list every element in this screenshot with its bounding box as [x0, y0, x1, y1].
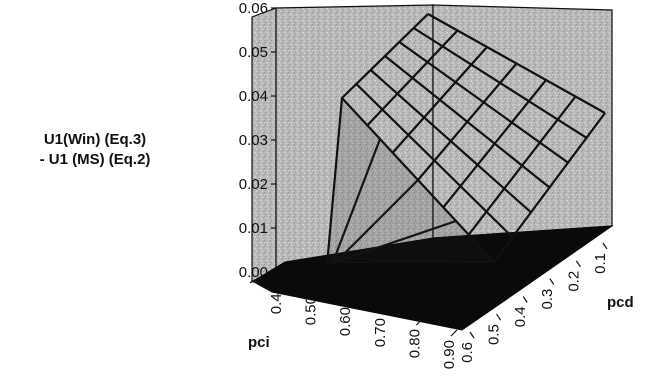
z-tick-label: 0.05 — [239, 44, 268, 61]
x-tick-label: 0.80 — [406, 329, 423, 358]
y-tick-label: 0.5 — [486, 324, 503, 345]
x-tick-label: 0.60 — [337, 307, 354, 336]
surface-strip — [338, 179, 419, 260]
y-tick-label: 0.6 — [459, 342, 476, 363]
z-tick-label: 0.06 — [239, 0, 268, 17]
plot-floor — [249, 225, 614, 331]
x-tick-label: 0.90 — [441, 340, 458, 369]
floor-surface — [249, 225, 614, 331]
y-tick-mark — [549, 278, 555, 285]
y-tick-mark — [469, 331, 475, 339]
y-tick-label: 0.1 — [592, 253, 609, 274]
y-tick-label: 0.2 — [565, 271, 582, 292]
z-axis-label-line-1: U1(Win) (Eq.3) — [43, 131, 147, 148]
y-tick-mark — [575, 260, 581, 268]
axis-labels: pci pcd — [248, 294, 634, 351]
x-tick-mark — [450, 329, 458, 337]
z-tick-label: 0.02 — [239, 176, 268, 193]
surface-mesh — [325, 13, 606, 267]
z-tick-label: 0.01 — [239, 220, 268, 237]
z-axis-label-line-2: - U1 (MS) (Eq.2) — [39, 151, 151, 168]
y-axis-title: pcd — [607, 294, 634, 311]
z-tick-label: 0.03 — [239, 132, 268, 149]
x-tick-label: 0.50 — [303, 296, 320, 325]
x-tick-label: 0.70 — [372, 318, 389, 347]
y-tick-label: 0.3 — [539, 289, 556, 310]
side-wall — [432, 4, 613, 239]
y-tick-mark — [496, 313, 502, 321]
z-tick-label: 0.04 — [239, 88, 268, 105]
plot-walls — [251, 4, 613, 282]
surface-strip — [326, 219, 457, 267]
y-tick-label: 0.4 — [512, 306, 529, 327]
surface-strip — [331, 138, 382, 263]
y-tick-mark — [602, 242, 608, 250]
x-axis-title: pci — [248, 334, 270, 351]
mesh-line — [493, 112, 606, 263]
y-tick-mark — [522, 296, 528, 303]
mesh-line — [467, 95, 577, 236]
mesh-line — [427, 13, 606, 114]
